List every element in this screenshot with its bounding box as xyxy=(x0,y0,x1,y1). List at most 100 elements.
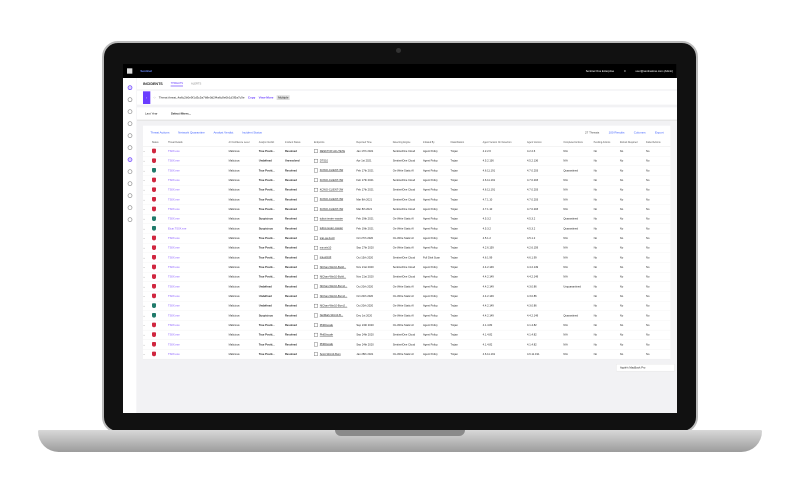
incident-status[interactable]: Resolved xyxy=(284,252,315,263)
dashboard-icon[interactable] xyxy=(127,85,133,90)
incident-status-text[interactable]: Resolved xyxy=(284,275,297,279)
analyst-verdict[interactable]: True Positi... xyxy=(258,233,285,244)
endpoint[interactable]: PhilDiscafe xyxy=(314,320,357,331)
endpoint-text[interactable]: PhilDiscafe xyxy=(319,333,334,337)
endpoint-text[interactable]: NiChan-Win10-Burn2... xyxy=(319,304,348,308)
threat-details-text[interactable]: TS0X.exe xyxy=(168,217,180,221)
analyst-verdict-text[interactable]: Undefined xyxy=(258,304,272,308)
analyst-verdict[interactable]: True Positi... xyxy=(258,194,285,205)
threat-details-text[interactable]: TS0X.exe xyxy=(168,159,180,163)
column-header[interactable]: Threat Details xyxy=(168,138,229,147)
threat-details[interactable]: TS0X.exe xyxy=(168,339,229,350)
expand-toggle[interactable]: ⌄ xyxy=(142,242,152,253)
incident-status[interactable]: Resolved xyxy=(284,262,315,273)
incident-status[interactable]: Resolved xyxy=(284,242,315,253)
incident-status[interactable]: Resolved xyxy=(284,329,315,340)
expand-toggle[interactable]: ⌄ xyxy=(142,184,152,195)
chevron-down-icon[interactable]: ⌄ xyxy=(142,217,146,221)
analyst-verdict-text[interactable]: Suspicious xyxy=(258,313,273,317)
chevron-down-icon[interactable]: ⌄ xyxy=(142,255,146,259)
chevron-down-icon[interactable]: ⌄ xyxy=(142,236,146,240)
notification-count[interactable]: 0 xyxy=(624,69,626,73)
incident-status[interactable]: Resolved xyxy=(284,271,315,282)
threat-details-text[interactable]: TS0X.exe xyxy=(168,352,180,356)
threat-details-text[interactable]: TS0X.exe xyxy=(168,188,180,192)
incident-status[interactable]: Resolved xyxy=(284,349,315,360)
endpoint-text[interactable]: ma-win10 xyxy=(319,255,332,259)
threat-details[interactable]: TS0X.exe xyxy=(168,213,229,224)
network-icon[interactable] xyxy=(127,121,133,126)
table-row[interactable]: ⌄ TS0X.exe Malicious Undefined Resolved NiCha… xyxy=(142,300,671,311)
analyst-verdict-text[interactable]: True Positi... xyxy=(258,188,275,192)
analyst-verdict-text[interactable]: True Positi... xyxy=(258,236,275,240)
network-quarantine-button[interactable]: Network Quarantine xyxy=(178,130,205,134)
incident-status-text[interactable]: Resolved xyxy=(284,333,297,337)
threat-details[interactable]: Eicar.TS0X.exe xyxy=(168,223,229,234)
threat-details-text[interactable]: TS0X.exe xyxy=(168,304,180,308)
breadcrumb[interactable]: Sentinel xyxy=(140,69,153,73)
expand-toggle[interactable]: ⌄ xyxy=(142,262,152,273)
threat-details[interactable]: TS0X.exe xyxy=(168,165,229,176)
chevron-down-icon[interactable]: ⌄ xyxy=(142,265,146,269)
column-header[interactable]: Reported Time xyxy=(356,138,393,147)
endpoint[interactable]: NiChan-Win10-Build... xyxy=(314,271,357,282)
endpoint[interactable]: KCWO-CLIENT-3W xyxy=(314,175,357,186)
threat-details-text[interactable]: TS0X.exe xyxy=(168,197,180,201)
endpoint-text[interactable]: NiChan-Win10-Burn2... xyxy=(319,294,348,298)
analyst-verdict[interactable]: True Positi... xyxy=(258,271,285,282)
bug-icon[interactable] xyxy=(127,145,133,150)
threat-details[interactable]: TS0X.exe xyxy=(168,349,229,360)
analyst-verdict[interactable]: True Positi... xyxy=(258,252,285,263)
incident-status-text[interactable]: Resolved xyxy=(284,294,297,298)
column-header[interactable]: Initiated By xyxy=(422,138,451,147)
threat-details-text[interactable]: TS0X.exe xyxy=(168,255,180,259)
threat-details[interactable]: TS0X.exe xyxy=(168,146,229,157)
endpoint-text[interactable]: Scott-Win10-Burn xyxy=(319,352,341,356)
analyst-verdict-button[interactable]: Analyst Verdict xyxy=(213,130,234,134)
threat-details[interactable]: TS0X.exe xyxy=(168,329,229,340)
column-header[interactable]: Incident Status xyxy=(284,138,315,147)
table-row[interactable]: ⌄ TS0X.exe Malicious True Positi... Resolved… xyxy=(142,146,671,157)
endpoint[interactable]: NiChan-Win10-Burn2... xyxy=(314,291,357,302)
copy-link[interactable]: Copy xyxy=(247,95,256,100)
endpoint[interactable]: PhilDiscafe xyxy=(314,329,357,340)
table-row[interactable]: ⌄ Eicar.TS0X.exe Malicious Suspicious Resolv… xyxy=(142,223,671,234)
threat-details-text[interactable]: TS0X.exe xyxy=(168,149,180,153)
incident-status-text[interactable]: Resolved xyxy=(284,265,297,269)
endpoint-text[interactable]: NiChan-Win10-Build... xyxy=(319,265,347,269)
analyst-verdict[interactable]: Suspicious xyxy=(258,223,285,234)
analyst-verdict-text[interactable]: True Positi... xyxy=(258,207,275,211)
threat-actions-button[interactable]: Threat Actions xyxy=(150,130,170,134)
collapse-icon[interactable]: ‹ xyxy=(142,91,151,104)
table-row[interactable]: ⌄ TS0X.exe Malicious True Positi... Resolved… xyxy=(142,349,671,360)
time-range-select[interactable]: Last Year xyxy=(144,111,158,116)
chevron-down-icon[interactable]: ⌄ xyxy=(142,294,146,298)
analyst-verdict[interactable]: True Positi... xyxy=(258,242,285,253)
endpoint[interactable]: NiChan-Win10-Build... xyxy=(314,262,357,273)
reports-icon[interactable] xyxy=(127,205,133,210)
incident-status[interactable]: Resolved xyxy=(284,175,315,186)
threat-details-text[interactable]: Eicar.TS0X.exe xyxy=(168,226,187,230)
analyst-verdict-text[interactable]: True Positi... xyxy=(258,168,275,172)
incident-status[interactable]: Resolved xyxy=(284,310,315,321)
threat-details[interactable]: TS0X.exe xyxy=(168,320,229,331)
incident-status-text[interactable]: Resolved xyxy=(284,226,297,230)
table-row[interactable]: ⌄ TS0X.exe Malicious True Positi... Resolved… xyxy=(142,252,671,263)
table-row[interactable]: ⌄ TS0X.exe Malicious Undefined Resolved NiCha… xyxy=(142,291,671,302)
expand-toggle[interactable]: ⌄ xyxy=(142,271,152,282)
threat-details-text[interactable]: TS0X.exe xyxy=(168,265,180,269)
chevron-down-icon[interactable]: ⌄ xyxy=(142,226,146,230)
incident-status-text[interactable]: Resolved xyxy=(284,304,297,308)
expand-toggle[interactable]: ⌄ xyxy=(142,213,152,224)
column-header[interactable]: Endpoints xyxy=(314,138,357,147)
incident-status[interactable]: Resolved xyxy=(284,233,315,244)
column-header[interactable]: Failed Actions xyxy=(646,138,671,147)
threat-details-text[interactable]: TS0X.exe xyxy=(168,275,180,279)
analyst-verdict[interactable]: True Positi... xyxy=(258,349,285,360)
incident-status-text[interactable]: Resolved xyxy=(284,342,297,346)
column-header[interactable]: Completed Actions xyxy=(563,138,594,147)
threat-details-text[interactable]: TS0X.exe xyxy=(168,333,180,337)
incident-status-text[interactable]: Resolved xyxy=(284,197,297,201)
incident-status-text[interactable]: Resolved xyxy=(284,168,297,172)
incident-status[interactable]: Resolved xyxy=(284,165,315,176)
